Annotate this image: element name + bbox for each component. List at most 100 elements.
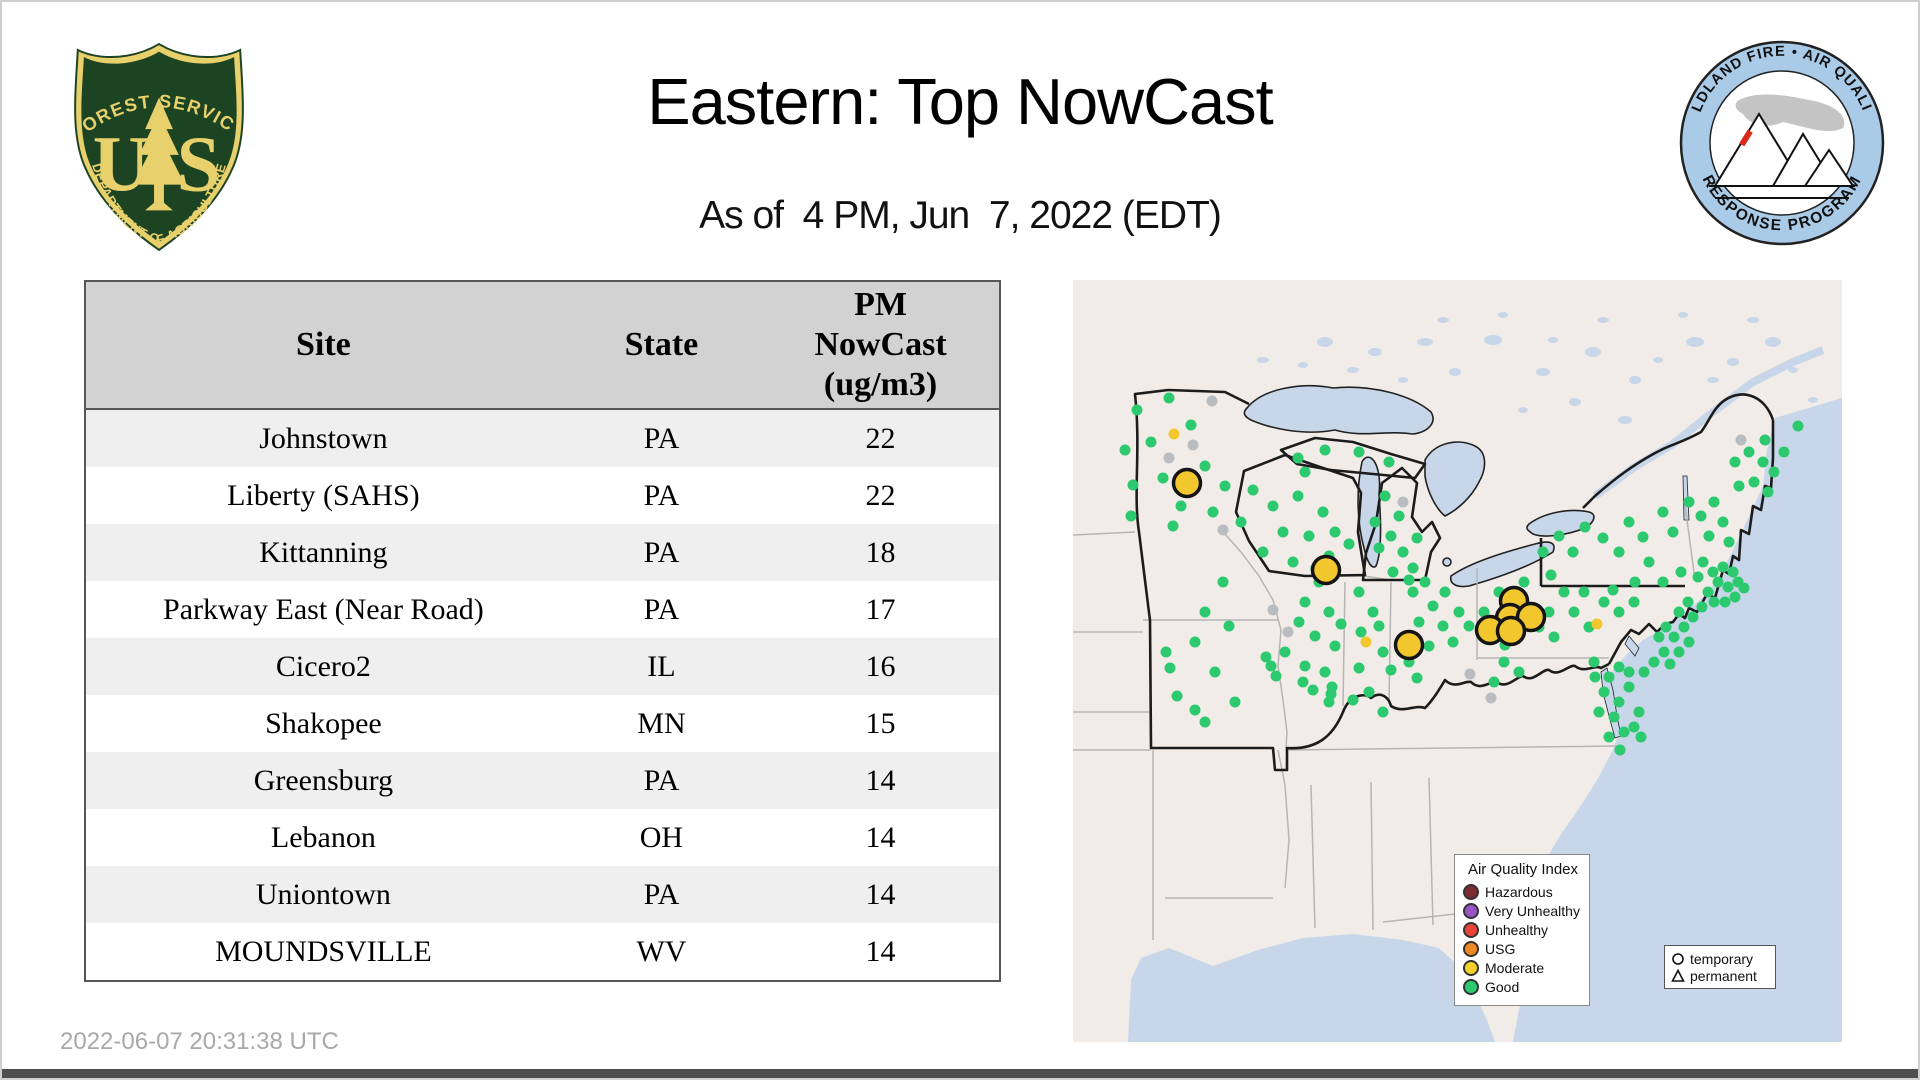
state-cell: PA: [643, 478, 680, 512]
marker-type-legend: temporary permanent: [1664, 945, 1776, 989]
value-cell: 15: [865, 706, 896, 740]
site-cell: Lebanon: [270, 820, 376, 854]
aqi-legend-title: Air Quality Index: [1467, 861, 1579, 878]
site-cell: Greensburg: [253, 763, 394, 797]
state-cell: MN: [637, 706, 686, 740]
state-cell: PA: [643, 763, 680, 797]
wfaqrp-logo: WILDLAND FIRE • AIR QUALITY RESPONSE PRO…: [1677, 38, 1885, 246]
site-cell: Kittanning: [259, 535, 388, 569]
value-cell: 16: [865, 649, 896, 683]
state-cell: IL: [647, 649, 676, 683]
page-subtitle: As of 4 PM, Jun 7, 2022 (EDT): [699, 194, 1222, 237]
permanent-label: permanent: [1690, 967, 1757, 984]
state-cell: PA: [643, 535, 680, 569]
aqi-legend-item: Good: [1463, 979, 1583, 995]
table-row: Liberty (SAHS) PA 22: [85, 467, 1000, 524]
moderate-aqi-dots: [1168, 428, 1603, 648]
page-title: Eastern: Top NowCast: [647, 65, 1274, 138]
col-header-state: State: [560, 281, 763, 410]
permanent-triangle-icon: [1671, 968, 1685, 982]
aqi-legend-item: Hazardous: [1463, 884, 1583, 900]
aqi-legend-label: Moderate: [1485, 960, 1545, 976]
site-cell: MOUNDSVILLE: [215, 934, 432, 968]
state-borders: [1073, 504, 1696, 940]
fs-monogram-u: U: [93, 121, 150, 209]
lake-superior: [1243, 385, 1434, 435]
value-cell: 14: [865, 877, 896, 911]
value-cell: 14: [865, 763, 896, 797]
lake-st-clair: [1442, 557, 1452, 567]
value-cell: 14: [865, 934, 896, 968]
table-row: Parkway East (Near Road) PA 17: [85, 581, 1000, 638]
site-cell: Johnstown: [259, 421, 388, 455]
temporary-marker-row: temporary: [1671, 950, 1769, 967]
aqi-legend-label: Unhealthy: [1485, 922, 1549, 938]
delaware-bay: [1624, 635, 1640, 657]
gulf-of-mexico: [1128, 934, 1495, 1042]
value-cell: 22: [865, 478, 896, 512]
table-row: Johnstown PA 22: [85, 409, 1000, 467]
col-header-value-line2: NowCast: [814, 325, 947, 363]
bottom-bar: [2, 1069, 1918, 1078]
table-row: Lebanon OH 14: [85, 809, 1000, 866]
aqi-legend-item: Very Unhealthy: [1463, 903, 1583, 919]
site-cell: Shakopee: [265, 706, 382, 740]
aqi-legend-label: Hazardous: [1485, 884, 1553, 900]
site-cell: Uniontown: [255, 877, 391, 911]
value-cell: 22: [865, 421, 896, 455]
aqi-color-swatch: [1463, 884, 1479, 900]
state-cell: OH: [639, 820, 684, 854]
aqi-color-swatch: [1463, 941, 1479, 957]
aqi-legend-item: USG: [1463, 941, 1583, 957]
aqi-color-swatch: [1463, 960, 1479, 976]
col-header-value-line3: (ug/m3): [823, 366, 938, 404]
table-row: Cicero2 IL 16: [85, 638, 1000, 695]
top-site-markers: [1171, 467, 1547, 661]
generated-timestamp: 2022-06-07 20:31:38 UTC: [60, 1028, 339, 1055]
aqi-legend-label: Very Unhealthy: [1485, 903, 1580, 919]
region-borders: [1133, 388, 1775, 772]
value-cell: 14: [865, 820, 896, 854]
state-cell: WV: [636, 934, 687, 968]
table-row: Greensburg PA 14: [85, 752, 1000, 809]
col-header-value-line1: PM: [854, 285, 907, 323]
table-header-row: Site State PM NowCast (ug/m3): [85, 281, 1000, 410]
col-header-site: Site: [85, 281, 561, 410]
state-cell: PA: [643, 592, 680, 626]
aqi-legend-item: Moderate: [1463, 960, 1583, 976]
value-cell: 17: [865, 592, 896, 626]
good-aqi-dots: [1119, 392, 1804, 756]
state-cell: PA: [643, 421, 680, 455]
col-header-value: PM NowCast (ug/m3): [762, 281, 1000, 410]
site-cell: Liberty (SAHS): [227, 478, 420, 512]
forest-service-logo: FOREST SERVICE DEPARTMENT OF AGRICULTURE…: [60, 38, 244, 252]
state-cell: PA: [643, 877, 680, 911]
temporary-circle-icon: [1672, 952, 1684, 965]
table-row: Shakopee MN 15: [85, 695, 1000, 752]
nowcast-table: Site State PM NowCast (ug/m3) Johnstown P…: [84, 280, 1001, 982]
lake-huron: [1424, 441, 1486, 517]
value-cell: 18: [865, 535, 896, 569]
aqi-legend: Air Quality Index Hazardous Very Unhealth…: [1454, 854, 1590, 1006]
temporary-label: temporary: [1690, 950, 1754, 967]
aqi-color-swatch: [1463, 979, 1479, 995]
pine-tree-icon: [133, 97, 185, 211]
aqi-legend-label: USG: [1485, 941, 1516, 957]
canada-lakes: [1257, 312, 1818, 424]
atlantic-ocean: [1513, 398, 1842, 1042]
permanent-marker-row: permanent: [1671, 967, 1769, 984]
site-cell: Cicero2: [275, 649, 371, 683]
aqi-legend-item: Unhealthy: [1463, 922, 1583, 938]
fs-monogram-s: S: [177, 121, 221, 209]
fire-mark: [1739, 129, 1753, 147]
table-row: MOUNDSVILLE WV 14: [85, 923, 1000, 981]
mountains-icon: [1713, 112, 1855, 187]
table-row: Uniontown PA 14: [85, 866, 1000, 923]
site-cell: Parkway East (Near Road): [163, 592, 484, 626]
aqi-color-swatch: [1463, 922, 1479, 938]
aqi-legend-label: Good: [1485, 979, 1520, 995]
table-row: Kittanning PA 18: [85, 524, 1000, 581]
no-data-dots: [1163, 395, 1747, 704]
great-lakes: [1243, 385, 1595, 588]
